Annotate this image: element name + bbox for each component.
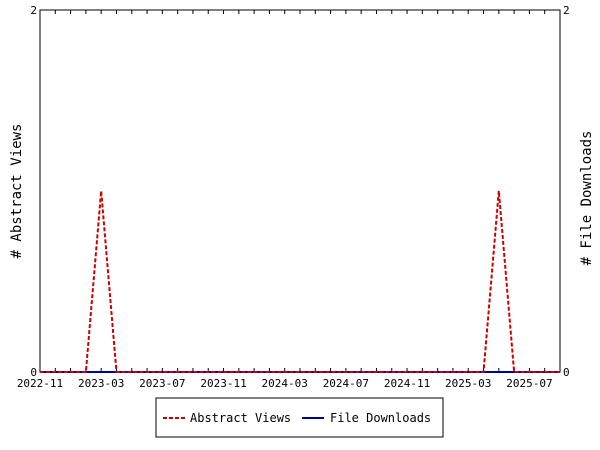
x-tick-label: 2025-07 — [506, 377, 552, 390]
x-tick-label: 2023-03 — [78, 377, 124, 390]
x-tick-label: 2024-11 — [384, 377, 430, 390]
y-tick-label-right: 0 — [563, 366, 570, 379]
x-tick-label: 2024-03 — [262, 377, 308, 390]
labels-layer: 2022-11 2023-03 2023-07 2023-11 2024-03 2024-… — [17, 4, 570, 390]
series-layer — [40, 190, 560, 373]
x-tick-label: 2023-07 — [139, 377, 185, 390]
legend-label-file-downloads: File Downloads — [330, 411, 431, 425]
y-axis-title-left: # Abstract Views — [9, 124, 25, 259]
x-tick-label: 2023-11 — [200, 377, 246, 390]
plot-area — [39, 9, 561, 373]
y-tick-label-left: 2 — [30, 4, 37, 17]
x-tick-label: 2024-07 — [323, 377, 369, 390]
x-tick-label: 2022-11 — [17, 377, 63, 390]
y-tick-label-left: 0 — [30, 366, 37, 379]
x-tick-label: 2025-03 — [445, 377, 491, 390]
y-tick-label-right: 2 — [563, 4, 570, 17]
legend: Abstract Views File Downloads — [155, 397, 444, 438]
legend-label-abstract-views: Abstract Views — [190, 411, 291, 425]
legend-box — [155, 397, 444, 438]
y-axis-title-right: # File Downloads — [579, 131, 595, 266]
